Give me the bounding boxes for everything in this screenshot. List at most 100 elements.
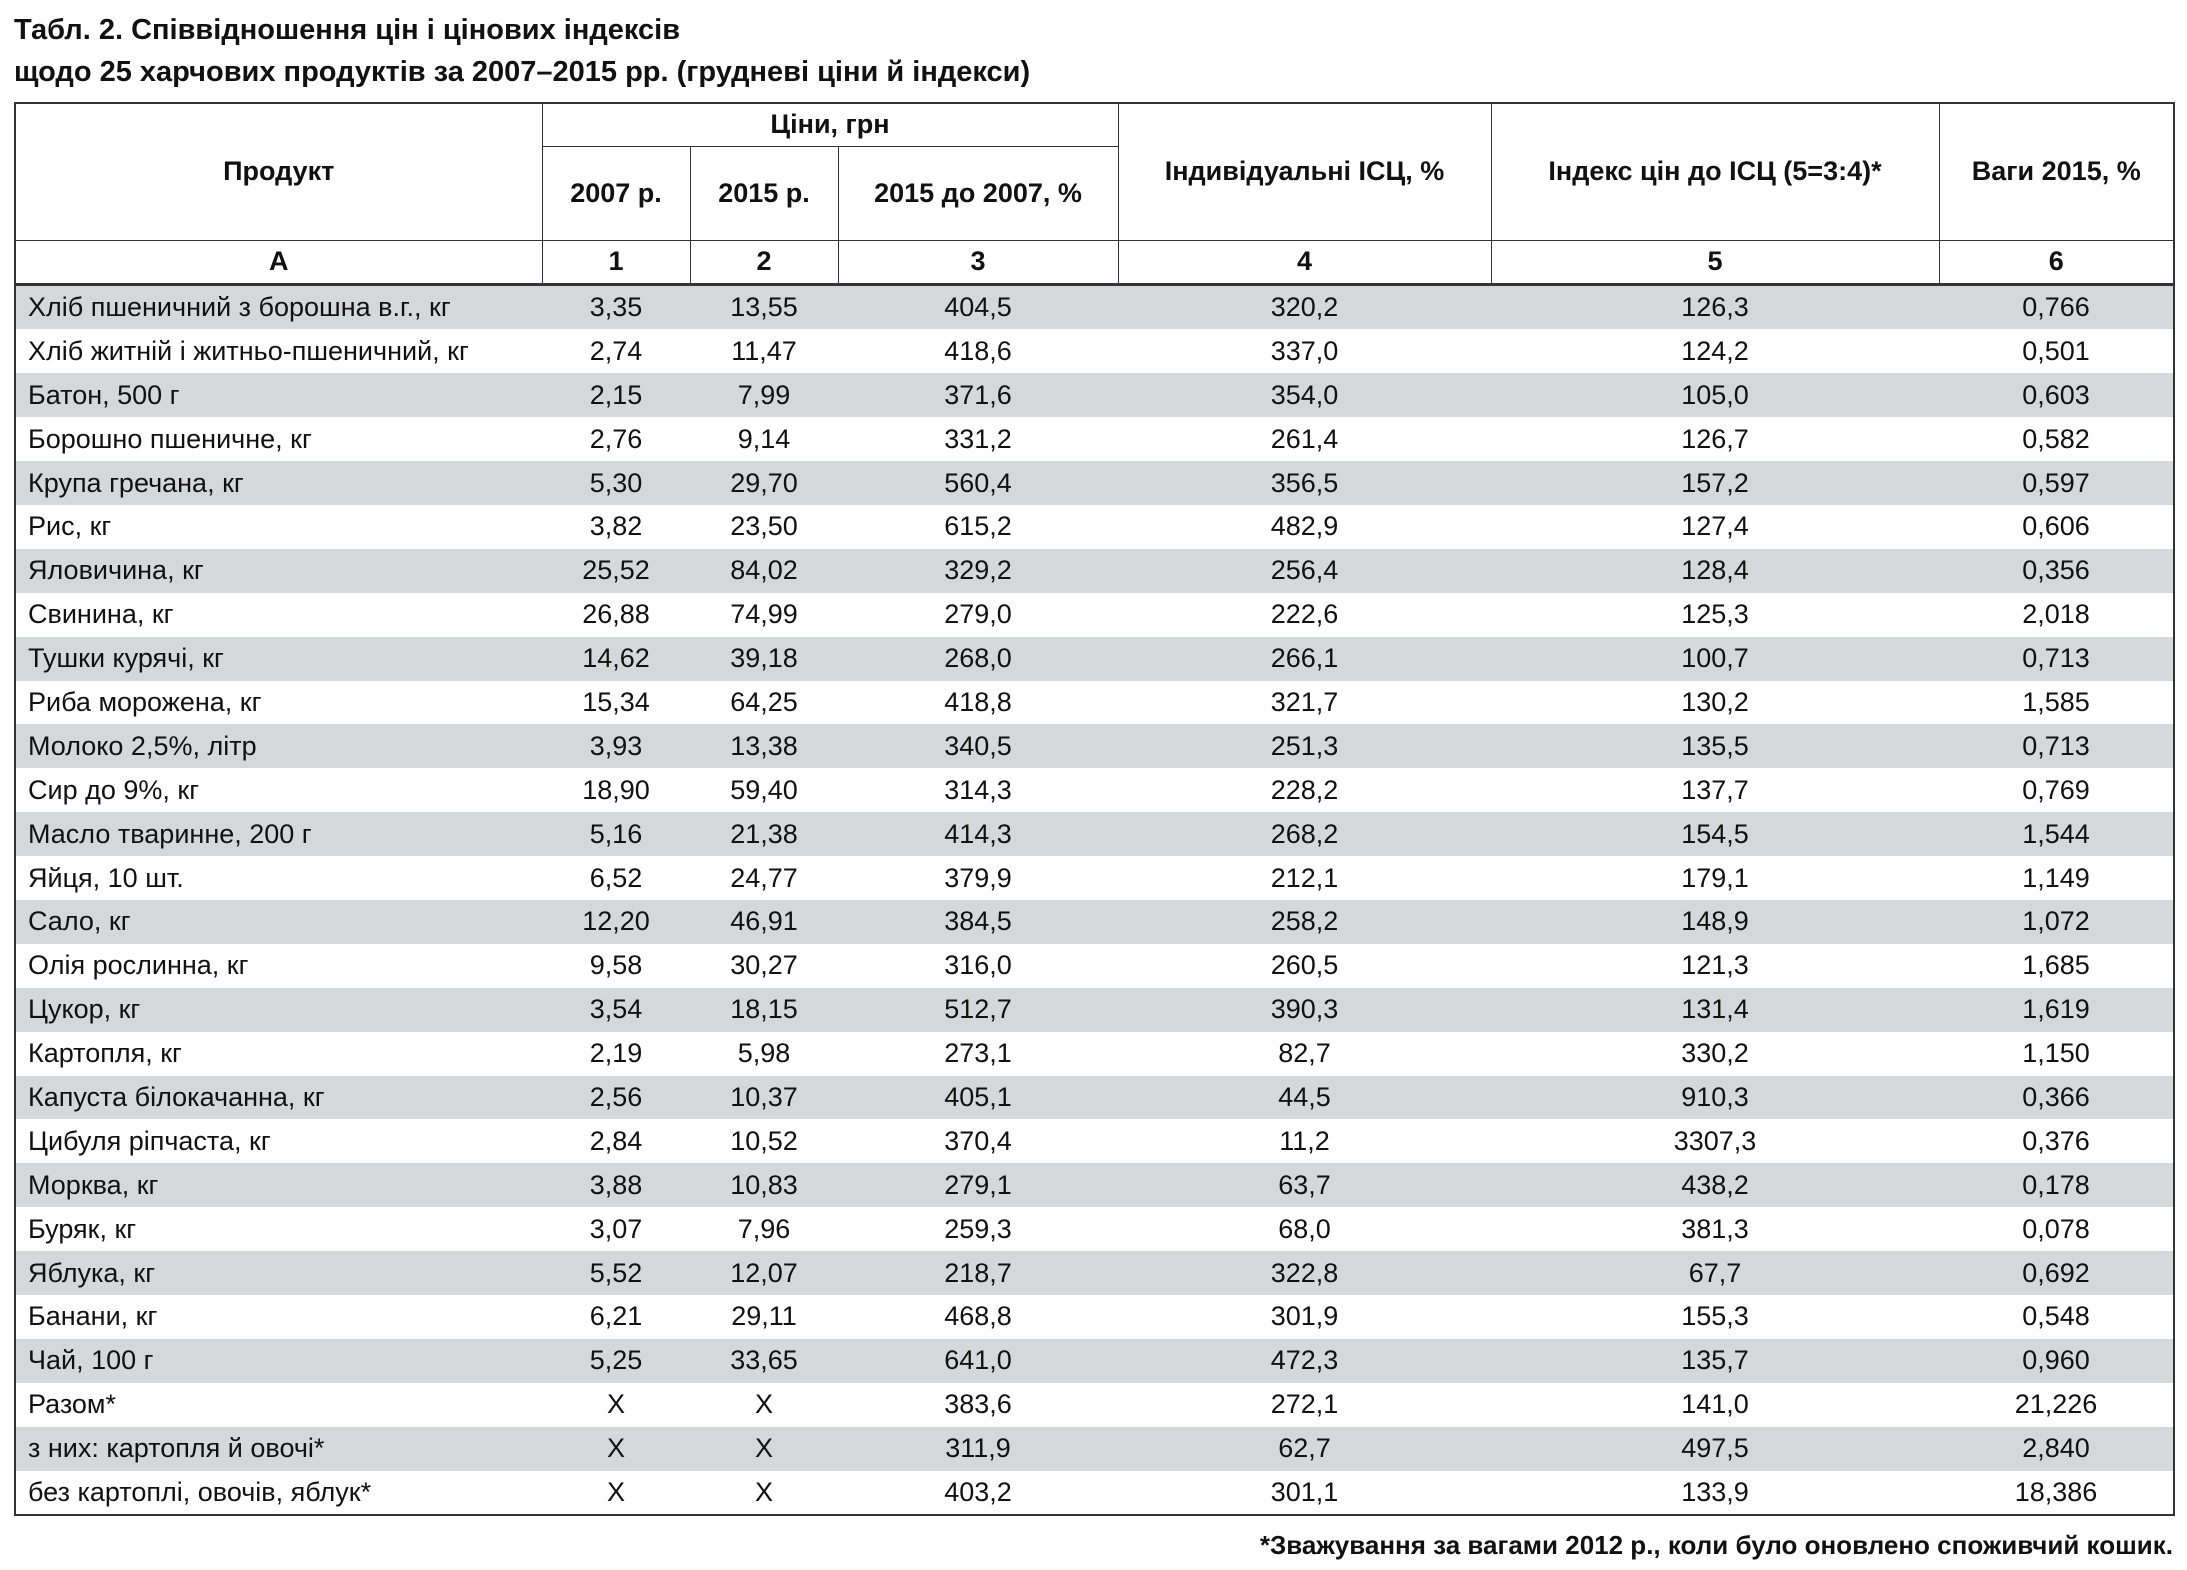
product-cell: Цукор, кг <box>15 987 542 1032</box>
value-cell: 30,27 <box>730 950 798 981</box>
value-cell: 0,713 <box>1939 636 2174 681</box>
value-cell: 14,62 <box>542 636 690 681</box>
value-cell: 100,7 <box>1491 636 1939 681</box>
value-cell: 137,7 <box>1681 774 1749 805</box>
value-cell: 39,18 <box>690 636 838 681</box>
value-cell: 0,713 <box>1939 724 2174 769</box>
value-cell: 322,8 <box>1118 1251 1491 1295</box>
value-cell: 482,9 <box>1270 511 1339 542</box>
table-row: з них: картопля й овочі* Х Х 311,9 62,7 497,5… <box>15 1426 2174 1471</box>
value-cell: 3,07 <box>589 1213 643 1244</box>
value-cell: 272,1 <box>1270 1389 1339 1420</box>
product-cell: Яловичина, кг <box>15 548 542 593</box>
table-row: Банани, кг 6,21 29,11 468,8 301,9 155,3 0,548 <box>15 1295 2174 1339</box>
value-cell: 1,585 <box>2022 686 2090 717</box>
value-cell: 2,15 <box>542 373 690 418</box>
value-cell: 9,14 <box>737 423 791 454</box>
value-cell: 18,90 <box>582 774 650 805</box>
value-cell: 0,597 <box>1939 461 2174 505</box>
value-cell: 356,5 <box>1118 461 1491 505</box>
product-cell: Хліб житній і житньо-пшеничний, кг <box>28 335 469 366</box>
value-cell: 18,15 <box>690 987 838 1032</box>
value-cell: 0,960 <box>1939 1338 2174 1383</box>
value-cell: 44,5 <box>1118 1075 1491 1120</box>
value-cell: 5,25 <box>542 1338 690 1383</box>
value-cell: 2,018 <box>2022 599 2090 630</box>
header-cell: Ваги 2015, % <box>1938 102 2175 241</box>
value-cell: 259,3 <box>944 1213 1012 1244</box>
value-cell: 472,3 <box>1118 1338 1491 1383</box>
value-cell: 131,4 <box>1491 987 1939 1032</box>
value-cell: 384,5 <box>838 899 1118 944</box>
value-cell: 64,25 <box>730 686 798 717</box>
product-cell: без картоплі, овочів, яблук* <box>28 1476 372 1507</box>
value-cell: 390,3 <box>1118 987 1491 1032</box>
value-cell: 0,603 <box>1939 373 2174 418</box>
product-cell: Яблука, кг <box>15 1251 542 1295</box>
product-cell: Риба морожена, кг <box>28 686 262 717</box>
value-cell: 59,40 <box>730 774 798 805</box>
value-cell: 6,21 <box>589 1301 643 1332</box>
column-number: 6 <box>1938 239 2175 286</box>
title: Табл. 2. Співвідношення цін і цінових ін… <box>14 14 681 46</box>
value-cell: 0,766 <box>1939 284 2174 330</box>
product-cell: Крупа гречана, кг <box>15 461 542 505</box>
value-cell: 3307,3 <box>1673 1125 1757 1156</box>
value-cell: 6,52 <box>589 862 643 893</box>
column-number: 3 <box>837 239 1119 286</box>
value-cell: 615,2 <box>944 511 1012 542</box>
value-cell: 0,606 <box>2022 511 2090 542</box>
product-cell: Сир до 9%, кг <box>28 774 200 805</box>
value-cell: 418,8 <box>944 686 1012 717</box>
value-cell: 301,1 <box>1270 1476 1339 1507</box>
value-cell: 273,1 <box>944 1038 1012 1069</box>
value-cell: 218,7 <box>838 1251 1118 1295</box>
value-cell: 2,56 <box>542 1075 690 1120</box>
value-cell: 26,88 <box>582 599 650 630</box>
value-cell: Х <box>606 1389 625 1420</box>
product-cell: Яйця, 10 шт. <box>28 862 184 893</box>
value-cell: 124,2 <box>1681 335 1749 366</box>
header-cell: 2015 до 2007, % <box>837 145 1119 241</box>
value-cell: 125,3 <box>1681 599 1749 630</box>
value-cell: 82,7 <box>1278 1038 1331 1069</box>
table-row: Хліб пшеничний з борошна в.г., кг 3,35 13,… <box>15 284 2174 330</box>
value-cell: 3,88 <box>542 1163 690 1208</box>
value-cell: 314,3 <box>944 774 1012 805</box>
value-cell: 7,96 <box>737 1213 791 1244</box>
value-cell: 63,7 <box>1118 1163 1491 1208</box>
value-cell: 405,1 <box>838 1075 1118 1120</box>
value-cell: 10,52 <box>730 1125 798 1156</box>
value-cell: 29,11 <box>731 1301 797 1332</box>
value-cell: 10,83 <box>690 1163 838 1208</box>
value-cell: 24,77 <box>730 862 798 893</box>
value-cell: 0,366 <box>1939 1075 2174 1120</box>
header-cell: Індивідуальні ІСЦ, % <box>1117 102 1492 241</box>
header-cell: Продукт <box>14 102 543 241</box>
table-row: Борошно пшеничне, кг 2,76 9,14 331,2 261,4 12… <box>15 417 2174 461</box>
table-row: Масло тваринне, 200 г 5,16 21,38 414,3 268,2… <box>15 812 2174 857</box>
value-cell: 337,0 <box>1270 335 1339 366</box>
table-row: Чай, 100 г 5,25 33,65 641,0 472,3 135,7 0,960 <box>15 1338 2174 1383</box>
table-row: Тушки курячі, кг 14,62 39,18 268,0 266,1 100,… <box>15 636 2174 681</box>
product-cell: Разом* <box>28 1389 116 1420</box>
value-cell: 25,52 <box>542 548 690 593</box>
value-cell: 155,3 <box>1681 1301 1749 1332</box>
table-row: Рис, кг 3,82 23,50 615,2 482,9 127,4 0,606 <box>15 505 2174 549</box>
value-cell: 130,2 <box>1681 686 1749 717</box>
table-row: Крупа гречана, кг 5,30 29,70 560,4 356,5 157,… <box>15 461 2174 505</box>
value-cell: 404,5 <box>838 284 1118 330</box>
value-cell: 258,2 <box>1118 899 1491 944</box>
value-cell: 0,548 <box>2022 1301 2090 1332</box>
column-number: 4 <box>1117 239 1492 286</box>
product-cell: Масло тваринне, 200 г <box>15 812 542 857</box>
value-cell: 340,5 <box>838 724 1118 769</box>
value-cell: 370,4 <box>944 1125 1012 1156</box>
value-cell: 279,0 <box>944 599 1012 630</box>
value-cell: 10,37 <box>690 1075 838 1120</box>
value-cell: 68,0 <box>1278 1213 1331 1244</box>
table-row: Капуста білокачанна, кг 2,56 10,37 405,1 44,… <box>15 1075 2174 1120</box>
value-cell: 371,6 <box>838 373 1118 418</box>
value-cell: 1,150 <box>2022 1038 2090 1069</box>
value-cell: 13,55 <box>690 284 838 330</box>
